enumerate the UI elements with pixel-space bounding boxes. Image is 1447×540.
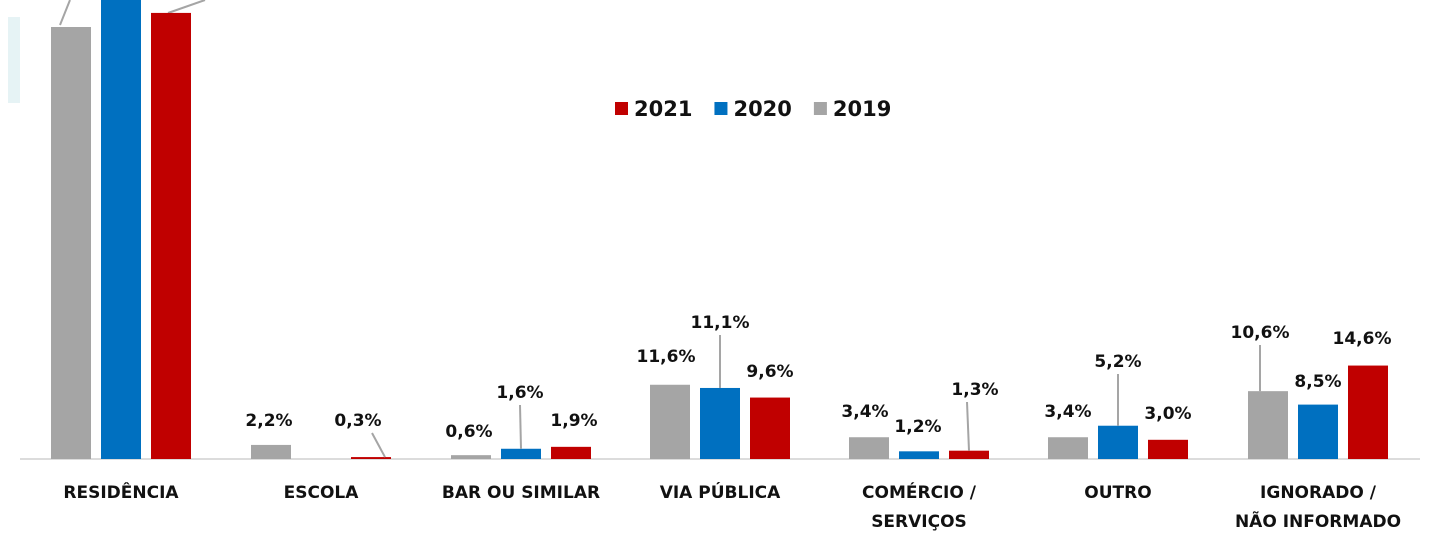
bar xyxy=(1248,391,1288,459)
x-tick-label: IGNORADO / NÃO INFORMADO xyxy=(1235,483,1401,532)
bar xyxy=(1348,365,1388,459)
bar xyxy=(251,444,291,459)
legend-label: 2021 xyxy=(634,97,692,121)
bar xyxy=(750,397,790,459)
legend-swatch xyxy=(714,102,728,115)
value-label: 2,2% xyxy=(245,411,292,431)
bar xyxy=(1298,404,1338,459)
value-label: 1,9% xyxy=(550,411,597,431)
decoration xyxy=(8,17,20,103)
x-tick-label: COMÉRCIO / SERVIÇOS xyxy=(862,481,977,532)
value-label: 3,4% xyxy=(1044,402,1091,422)
bar xyxy=(451,455,491,459)
value-label: 5,2% xyxy=(1094,352,1141,372)
value-label: 10,6% xyxy=(1231,323,1290,343)
x-tick-label: BAR OU SIMILAR xyxy=(442,483,600,503)
value-label: 1,6% xyxy=(496,383,543,403)
leader-line xyxy=(59,0,71,26)
value-label: 0,6% xyxy=(445,422,492,442)
leader-line xyxy=(966,401,970,451)
bar xyxy=(949,450,989,459)
bar xyxy=(899,451,939,459)
bar xyxy=(51,27,91,459)
legend-swatch xyxy=(615,102,628,115)
leader-line xyxy=(519,404,522,449)
leader-line xyxy=(167,0,206,14)
value-label: 1,2% xyxy=(894,417,941,437)
value-label: 8,5% xyxy=(1294,372,1341,392)
bar xyxy=(151,12,191,459)
bar xyxy=(101,0,141,460)
value-label: 14,6% xyxy=(1333,329,1392,349)
x-tick-label: VIA PÚBLICA xyxy=(660,481,781,503)
value-label: 11,6% xyxy=(637,347,696,367)
x-tick-label: ESCOLA xyxy=(284,483,360,503)
value-label: 1,3% xyxy=(951,380,998,400)
leader-line xyxy=(371,432,386,458)
value-label: 9,6% xyxy=(746,362,793,382)
legend-swatch xyxy=(813,102,827,115)
x-tick-label: RESIDÊNCIA xyxy=(63,481,179,503)
bar xyxy=(1148,439,1188,459)
x-tick-label: OUTRO xyxy=(1084,483,1151,503)
value-label: 3,4% xyxy=(841,402,888,422)
bar xyxy=(700,387,740,459)
bar xyxy=(1048,437,1088,459)
value-label: 0,3% xyxy=(334,411,381,431)
bar xyxy=(501,448,541,459)
value-label: 11,1% xyxy=(691,313,750,333)
bar xyxy=(650,384,690,459)
legend-label: 2020 xyxy=(733,97,791,121)
value-label: 3,0% xyxy=(1144,404,1191,424)
legend-label: 2019 xyxy=(833,97,891,121)
bar xyxy=(551,446,591,459)
bar xyxy=(1098,425,1138,459)
bar xyxy=(351,457,391,459)
bar xyxy=(849,437,889,459)
